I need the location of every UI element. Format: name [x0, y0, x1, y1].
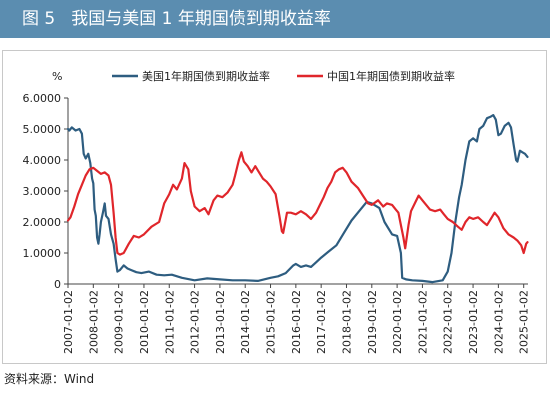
x-tick-label: 2009-01-02	[113, 290, 126, 354]
legend-label: 中国1年期国债到期收益率	[327, 69, 455, 83]
x-tick-label: 2022-01-02	[442, 290, 455, 354]
x-tick-label: 2024-01-02	[492, 290, 505, 354]
y-axis-unit: %	[52, 70, 62, 83]
chart-title: 我国与美国 1 年期国债到期收益率	[71, 9, 331, 29]
chart-header: 图 5 我国与美国 1 年期国债到期收益率	[0, 0, 550, 38]
series-line-us	[66, 114, 529, 284]
chart-axes: % 0 1.0000 2.0000 3.0000 4.0000 5.0000 6.0000 20…	[23, 70, 531, 354]
y-tick-label: 4.0000	[23, 154, 62, 167]
x-tick-label: 2008-01-02	[87, 290, 100, 354]
x-tick-label: 2010-01-02	[138, 290, 151, 354]
x-tick-label: 2015-01-02	[265, 290, 278, 354]
x-tick-label: 2018-01-02	[340, 290, 353, 354]
x-tick-label: 2019-01-02	[366, 290, 379, 354]
series-line-cn	[66, 151, 529, 256]
y-tick-label: 0	[54, 278, 61, 291]
source-note: 资料来源：Wind	[4, 372, 95, 386]
x-tick-label: 2012-01-02	[189, 290, 202, 354]
x-tick-label: 2025-01-02	[518, 290, 531, 354]
y-tick-label: 3.0000	[23, 185, 62, 198]
legend-label: 美国1年期国债到期收益率	[142, 69, 270, 83]
x-tick-label: 2014-01-02	[239, 290, 252, 354]
x-tick-label: 2017-01-02	[315, 290, 328, 354]
chart-legend: 美国1年期国债到期收益率 中国1年期国债到期收益率	[112, 69, 455, 83]
y-tick-label: 1.0000	[23, 247, 62, 260]
x-tick-label: 2016-01-02	[290, 290, 303, 354]
y-tick-label: 5.0000	[23, 123, 62, 136]
y-tick-label: 6.0000	[23, 92, 62, 105]
x-tick-label: 2020-01-02	[391, 290, 404, 354]
x-tick-label: 2023-01-02	[467, 290, 480, 354]
x-tick-label: 2013-01-02	[214, 290, 227, 354]
chart-frame	[2, 50, 547, 364]
y-tick-label: 2.0000	[23, 216, 62, 229]
figure-label: 图 5	[22, 9, 56, 29]
x-tick-label: 2021-01-02	[416, 290, 429, 354]
chart-lines	[66, 114, 529, 284]
x-tick-label: 2007-01-02	[62, 290, 75, 354]
x-tick-label: 2011-01-02	[163, 290, 176, 354]
